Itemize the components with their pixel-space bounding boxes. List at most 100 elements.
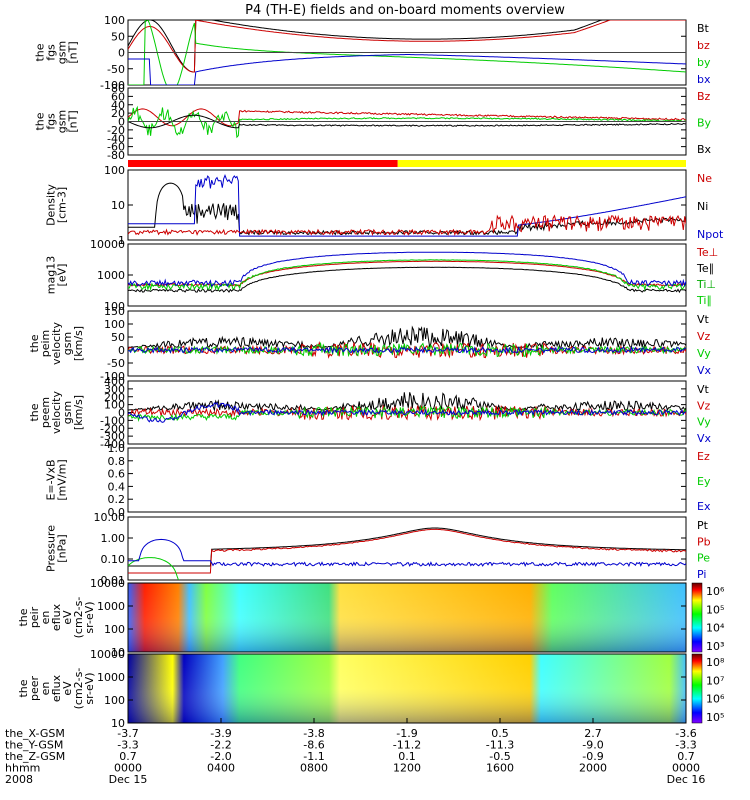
x-tick-label: 2.7 [584, 727, 602, 740]
y-axis-label-line: the [17, 679, 30, 697]
y-tick-label: 100 [104, 623, 125, 636]
y-tick-label: 1000 [97, 269, 125, 282]
y-tick-label: -50 [107, 357, 125, 370]
y-tick-label: -50 [107, 63, 125, 76]
y-axis-label-line: gsm [56, 41, 69, 64]
series-line [128, 527, 686, 567]
y-tick-label: 10000 [90, 648, 125, 661]
x-axis-row-label: the_X-GSM [5, 727, 65, 740]
y-axis-label-line: fgs [45, 44, 58, 61]
y-axis-label-line: velocity [50, 391, 63, 434]
x-tick-label: 2000 [579, 762, 607, 775]
y-axis-label-line: sr-eV) [83, 601, 96, 633]
x-tick-label: 0.5 [491, 727, 509, 740]
y-tick-label: -80 [107, 149, 125, 162]
panel-7: 1.00.80.60.40.20.0 E=-VxB[mV/m] Ez Ey Ex [45, 442, 711, 519]
y-tick-label: 0 [118, 344, 125, 357]
y-tick-label: 100 [104, 694, 125, 707]
series-line [128, 405, 686, 423]
y-axis-label-line: Pressure [45, 525, 58, 572]
y-axis-label: thefgsgsm[nT] [34, 110, 80, 133]
x-tick-label: -11.2 [393, 739, 421, 752]
y-tick-label: -60 [107, 141, 125, 154]
series-line [128, 108, 686, 127]
legend-label: Ti⊥ [696, 278, 716, 291]
series-line [128, 341, 686, 358]
y-tick-label: 1000 [97, 600, 125, 613]
spectrogram-overlay [128, 654, 686, 723]
mode-bar-segment [397, 160, 686, 167]
panel-10: 10⁸ 10⁷ 10⁶ 10⁵ 10000 1000 100 10 thepeereneflux… [17, 648, 725, 730]
series-line [128, 20, 686, 73]
y-tick-label: 0.4 [108, 480, 126, 493]
y-axis-label-line: (cm2-s- [72, 668, 85, 710]
y-axis-label-line: the [17, 608, 30, 626]
legend-label: Ey [697, 475, 711, 488]
y-axis-label-line: peim [39, 330, 52, 358]
panel-frame [127, 310, 687, 377]
y-tick-label: -40 [107, 132, 125, 145]
colorbar [691, 582, 703, 653]
y-axis-label-line: eV [61, 681, 74, 696]
x-axis-row-label: the_Z-GSM [5, 750, 65, 763]
y-tick-label: 1.00 [101, 532, 126, 545]
series-line [128, 20, 686, 85]
x-tick-label: -2.0 [210, 750, 231, 763]
x-tick-label: -8.6 [303, 739, 324, 752]
y-tick-label: -20 [107, 124, 125, 137]
x-tick-label: Dec 15 [109, 773, 148, 786]
y-axis-label-line: en [39, 611, 52, 625]
y-axis-label-line: sr-eV) [83, 672, 96, 704]
y-tick-label: 100 [104, 14, 125, 27]
y-tick-label: 0.0 [108, 506, 126, 519]
y-axis-label-line: [nT] [67, 41, 80, 63]
y-axis-label-line: the [34, 112, 47, 130]
y-axis-label-line: eflux [50, 603, 63, 631]
spectrogram-overlay [128, 583, 686, 652]
y-axis-label: thefgsgsm[nT] [34, 41, 80, 64]
legend-label: Pi [697, 568, 706, 581]
panel-8: 10.00 1.00 0.10 0.01 Pressure[nPa] Pt Pb Pe Pi [45, 511, 711, 587]
y-tick-label: 50 [111, 30, 125, 43]
legend-label: bz [697, 39, 710, 52]
y-tick-label: -100 [100, 370, 125, 383]
panel-frame [127, 243, 687, 307]
y-tick-label: 10 [111, 646, 125, 659]
x-tick-label: -3.7 [117, 727, 138, 740]
series-group [128, 325, 686, 359]
y-axis-label: thepeimvelocitygsm[km/s] [28, 322, 85, 365]
y-tick-label: 1 [118, 234, 125, 247]
series-line [128, 182, 686, 236]
series-line [128, 20, 686, 73]
y-axis-label-line: gsm [61, 401, 74, 424]
series-line [128, 114, 686, 129]
series-line [128, 345, 686, 355]
series-group [128, 105, 686, 139]
y-axis-label-line: the [34, 43, 47, 61]
legend-label: Te∥ [696, 262, 714, 275]
panel-3: 100 10 1 Density[cm-3] Ne Ni Npot [45, 164, 724, 247]
y-axis-label-line: peem [39, 397, 52, 428]
y-tick-label: 10.00 [94, 511, 126, 524]
y-axis-label-line: [cm-3] [56, 187, 69, 223]
x-tick-label: -3.3 [117, 739, 138, 752]
legend-label: Vy [697, 416, 711, 429]
x-tick-label: -2.2 [210, 739, 231, 752]
series-group [128, 527, 686, 580]
y-axis-label-line: peir [28, 606, 41, 628]
x-tick-label: 0000 [672, 762, 700, 775]
y-axis-label-line: [eV] [56, 264, 69, 287]
y-tick-label: 0 [118, 47, 125, 60]
y-tick-label: 100 [104, 164, 125, 177]
x-axis-row-label: 2008 [5, 773, 33, 786]
y-tick-label: 40 [111, 99, 125, 112]
x-axis-row-label: hhmm [5, 762, 40, 775]
y-axis-label-line: eV [61, 610, 74, 625]
y-axis-label-line: the [28, 403, 41, 421]
y-axis-label-line: velocity [50, 322, 63, 365]
chart-title: P4 (TH-E) fields and on-board moments ov… [245, 3, 565, 18]
y-axis-label-line: eflux [50, 674, 63, 702]
series-group [128, 174, 686, 237]
legend-label: Pt [697, 519, 709, 532]
